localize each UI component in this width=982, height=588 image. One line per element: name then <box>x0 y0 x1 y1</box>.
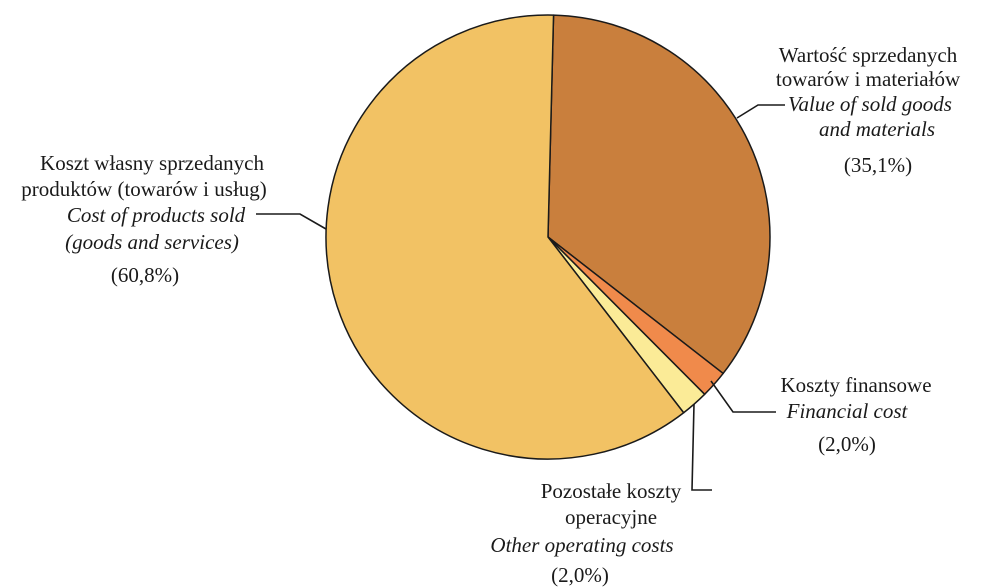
label-financial-cost: Koszty finansowe Financial cost (2,0%) <box>780 373 931 456</box>
leader-line-financial-cost <box>710 380 776 413</box>
label-pl-line-2: operacyjne <box>565 505 657 529</box>
label-en-line-2: (goods and services) <box>65 230 239 254</box>
label-pl-line-2: towarów i materiałów <box>776 67 961 91</box>
label-pl-line-1: Koszt własny sprzedanych <box>40 151 264 175</box>
label-en-line-2: and materials <box>819 117 935 141</box>
label-value: (2,0%) <box>818 432 876 456</box>
leader-line-cost-of-products-sold <box>256 213 327 230</box>
label-en-line-1: Other operating costs <box>490 533 673 557</box>
label-pl-line-1: Wartość sprzedanych <box>779 43 958 67</box>
label-pl-line-1: Pozostałe koszty <box>541 479 682 503</box>
label-en-line-1: Financial cost <box>786 399 909 423</box>
label-value: (2,0%) <box>551 563 609 587</box>
label-en-line-1: Value of sold goods <box>788 92 952 116</box>
label-other-operating-costs: Pozostałe koszty operacyjne Other operat… <box>490 479 681 587</box>
pie-slices <box>325 14 771 460</box>
label-en-line-1: Cost of products sold <box>67 203 246 227</box>
label-value-of-sold-goods: Wartość sprzedanych towarów i materiałów… <box>776 43 961 177</box>
label-pl-line-2: produktów (towarów i usług) <box>21 177 267 201</box>
label-cost-of-products-sold: Koszt własny sprzedanych produktów (towa… <box>21 151 267 287</box>
leader-line-value-of-sold-goods <box>736 104 785 119</box>
label-value: (35,1%) <box>844 153 912 177</box>
label-pl-line-1: Koszty finansowe <box>780 373 931 397</box>
leader-line-other-operating-costs <box>691 403 712 491</box>
label-value: (60,8%) <box>111 263 179 287</box>
pie-slice-cost-of-products-sold <box>325 14 685 460</box>
pie-slice-value-of-sold-goods <box>547 14 771 375</box>
